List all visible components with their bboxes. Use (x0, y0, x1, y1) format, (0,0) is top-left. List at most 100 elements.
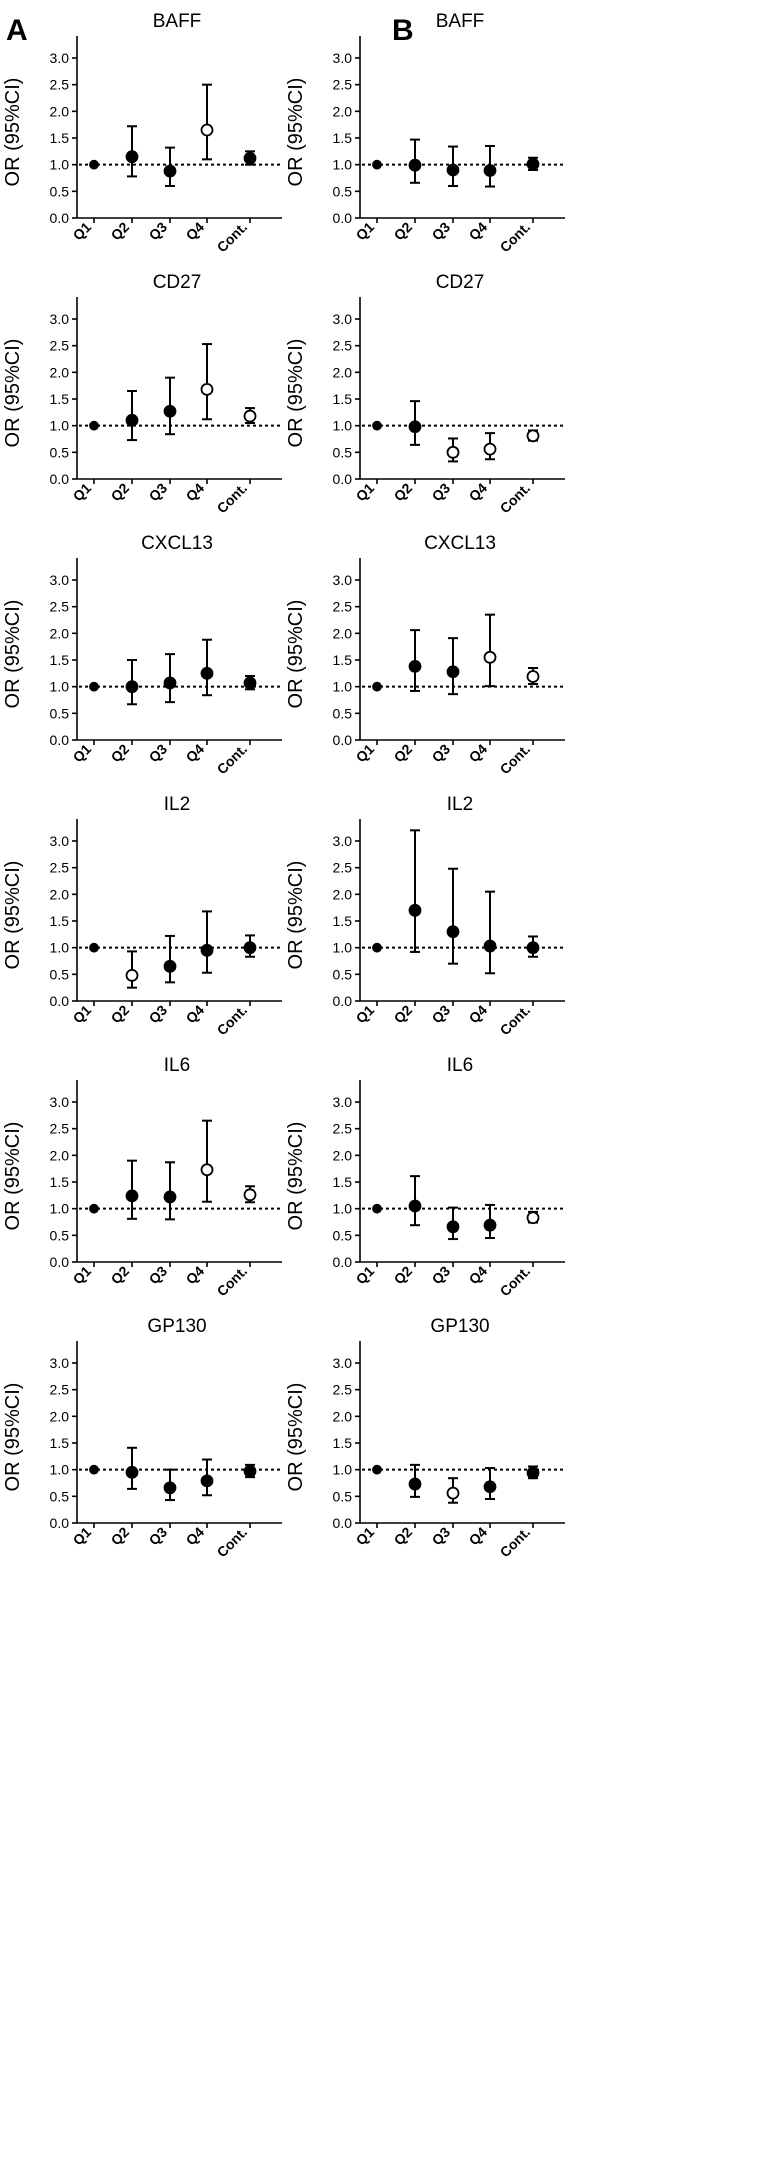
y-tick-label: 1.5 (333, 1174, 353, 1190)
y-tick-label: 2.5 (50, 338, 70, 354)
y-axis-label: OR (95%CI) (285, 600, 307, 709)
y-tick-label: 3.0 (50, 311, 70, 327)
y-tick-label: 2.5 (50, 599, 70, 615)
data-point-open (446, 445, 460, 459)
data-point-filled (125, 150, 139, 164)
plot-a-il6: IL6 OR (95%CI) 0.0 0.5 1.0 1.5 2.0 2.5 3.0 Q1 Q2 Q3… (2, 1055, 282, 1299)
y-tick-label: 2.0 (50, 364, 70, 380)
data-point-filled (483, 1218, 497, 1232)
plot-b-cxcl13: CXCL13 OR (95%CI) 0.0 0.5 1.0 1.5 2.0 2.5 3.0 Q1 Q… (285, 533, 565, 777)
y-tick-label: 1.5 (333, 130, 353, 146)
data-point-filled (89, 1464, 99, 1475)
data-point-filled (125, 1465, 139, 1479)
y-tick-label: 1.5 (50, 1174, 70, 1190)
x-tick-label: Q1 (70, 741, 95, 766)
plot-title: CXCL13 (141, 533, 213, 554)
data-point-open (446, 1486, 460, 1500)
y-tick-label: 0.0 (50, 471, 70, 487)
x-tick-label: Q3 (146, 1002, 171, 1027)
data-point-filled (446, 925, 460, 939)
y-tick-label: 0.0 (50, 1254, 70, 1270)
x-tick-label: Q2 (391, 480, 416, 505)
y-axis-label: OR (95%CI) (285, 339, 307, 448)
y-tick-label: 2.0 (333, 1147, 353, 1163)
plot-b-baff: BAFF OR (95%CI) 0.0 0.5 1.0 1.5 2.0 2.5 3.0 Q1 Q2 Q… (285, 11, 565, 255)
x-tick-label: Q4 (183, 1524, 208, 1549)
y-tick-label: 1.0 (333, 1462, 353, 1478)
x-tick-label: Cont. (497, 219, 534, 256)
y-tick-label: 1.0 (50, 1462, 70, 1478)
x-tick-label: Q3 (429, 741, 454, 766)
x-tick-label: Cont. (214, 741, 251, 778)
y-tick-label: 2.5 (333, 860, 353, 876)
data-point-filled (200, 1474, 214, 1488)
x-tick-label: Q3 (146, 1524, 171, 1549)
data-point-filled (408, 1477, 422, 1491)
y-tick-label: 2.0 (50, 625, 70, 641)
data-point-filled (243, 676, 257, 690)
y-tick-label: 2.5 (50, 860, 70, 876)
y-tick-label: 3.0 (333, 50, 353, 66)
y-axis-label: OR (95%CI) (2, 1122, 24, 1231)
y-tick-label: 1.0 (50, 418, 70, 434)
y-axis-label: OR (95%CI) (2, 339, 24, 448)
data-point-filled (408, 903, 422, 917)
data-point-filled (163, 1481, 177, 1495)
data-point-filled (89, 159, 99, 170)
y-tick-label: 2.0 (333, 364, 353, 380)
data-point-filled (483, 1480, 497, 1494)
x-tick-label: Q4 (466, 219, 491, 244)
y-tick-label: 3.0 (333, 833, 353, 849)
plot-title: CD27 (153, 272, 202, 293)
x-tick-label: Q4 (183, 480, 208, 505)
y-tick-label: 2.0 (333, 1408, 353, 1424)
y-tick-label: 0.0 (50, 993, 70, 1009)
data-point-filled (89, 420, 99, 431)
y-tick-label: 0.0 (333, 1515, 353, 1531)
y-axis-label: OR (95%CI) (285, 78, 307, 187)
plot-b-il2: IL2 OR (95%CI) 0.0 0.5 1.0 1.5 2.0 2.5 3.0 Q1 Q2 Q3… (285, 794, 565, 1038)
y-tick-label: 3.0 (50, 833, 70, 849)
y-tick-label: 3.0 (50, 50, 70, 66)
y-tick-label: 2.5 (50, 1382, 70, 1398)
x-tick-label: Q1 (353, 480, 378, 505)
x-tick-label: Q1 (353, 1002, 378, 1027)
y-tick-label: 0.5 (50, 1227, 70, 1243)
data-point-open (243, 1188, 257, 1202)
y-tick-label: 1.5 (333, 391, 353, 407)
data-point-filled (163, 1190, 177, 1204)
x-tick-label: Cont. (497, 480, 534, 517)
data-point-filled (408, 420, 422, 434)
plot-b-gp130: GP130 OR (95%CI) 0.0 0.5 1.0 1.5 2.0 2.5 3.0 Q1 Q2… (285, 1316, 565, 1560)
plot-a-gp130: GP130 OR (95%CI) 0.0 0.5 1.0 1.5 2.0 2.5 3.0 Q1 Q2… (2, 1316, 282, 1560)
y-tick-label: 1.0 (50, 157, 70, 173)
y-tick-label: 0.0 (50, 1515, 70, 1531)
x-tick-label: Cont. (214, 1002, 251, 1039)
plot-title: GP130 (147, 1316, 206, 1337)
data-point-filled (163, 676, 177, 690)
x-tick-label: Q2 (391, 1263, 416, 1288)
data-point-filled (446, 1220, 460, 1234)
data-point-filled (526, 157, 540, 171)
y-tick-label: 0.5 (50, 183, 70, 199)
y-axis-label: OR (95%CI) (2, 78, 24, 187)
data-point-filled (372, 159, 382, 170)
data-point-filled (483, 164, 497, 177)
y-tick-label: 1.5 (50, 130, 70, 146)
y-axis-label: OR (95%CI) (285, 1383, 307, 1492)
y-tick-label: 0.5 (333, 705, 353, 721)
data-point-open (483, 442, 497, 456)
y-tick-label: 1.0 (333, 940, 353, 956)
y-tick-label: 1.5 (50, 913, 70, 929)
x-tick-label: Q4 (466, 1263, 491, 1288)
y-tick-label: 2.0 (50, 103, 70, 119)
data-point-filled (243, 151, 257, 165)
y-tick-label: 2.5 (333, 599, 353, 615)
x-tick-label: Q2 (108, 480, 133, 505)
y-tick-label: 0.5 (50, 705, 70, 721)
y-tick-label: 3.0 (50, 1355, 70, 1371)
y-tick-label: 1.0 (333, 679, 353, 695)
data-point-filled (163, 164, 177, 178)
y-tick-label: 0.0 (50, 732, 70, 748)
